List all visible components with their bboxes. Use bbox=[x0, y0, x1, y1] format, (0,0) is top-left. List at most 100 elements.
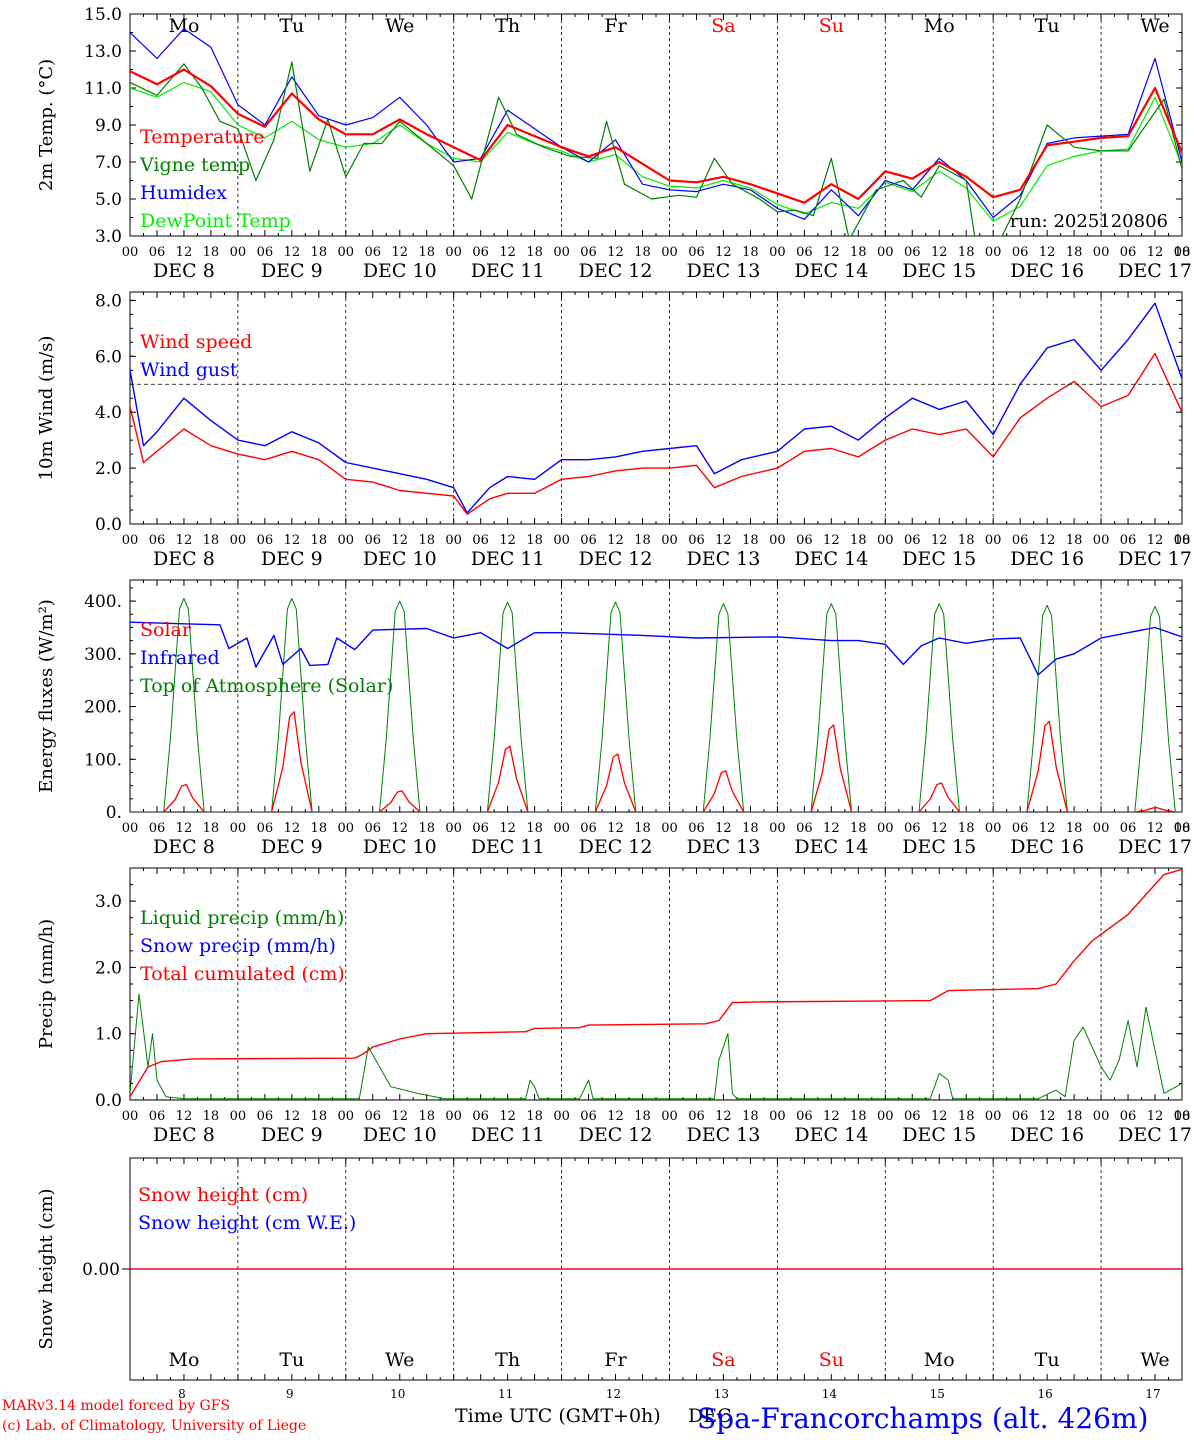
hour-tick-label: 12 bbox=[931, 821, 948, 836]
series-line-wind-speed bbox=[130, 352, 1182, 515]
hour-tick-label: 12 bbox=[499, 245, 516, 260]
hour-tick-label: 12 bbox=[1147, 245, 1164, 260]
hour-tick-label: 18 bbox=[418, 245, 435, 260]
station-title: Spa-Francorchamps (alt. 426m) bbox=[697, 1402, 1149, 1435]
hour-tick-label: 00 bbox=[1093, 1109, 1110, 1124]
hour-tick-label: 12 bbox=[715, 821, 732, 836]
day-number-label: 15 bbox=[930, 1387, 945, 1401]
hour-tick-label: 06 bbox=[257, 821, 274, 836]
hour-tick-label: 06 bbox=[580, 821, 597, 836]
hour-tick-label: 06 bbox=[796, 821, 813, 836]
date-label: DEC 10 bbox=[363, 260, 437, 282]
hour-tick-label: 12 bbox=[391, 821, 408, 836]
day-name-label: Mo bbox=[168, 15, 199, 37]
hour-tick-label: 18 bbox=[203, 821, 220, 836]
legend-infrared: Infrared bbox=[140, 647, 220, 669]
hour-tick-label: 12 bbox=[823, 245, 840, 260]
hour-tick-label: 18 bbox=[850, 245, 867, 260]
hour-tick-label: 12 bbox=[607, 533, 624, 548]
y-tick-label: 9.0 bbox=[95, 116, 122, 136]
hour-tick-label: 18 bbox=[418, 1109, 435, 1124]
legend-snow-precip-mm-h-: Snow precip (mm/h) bbox=[140, 935, 336, 957]
y-tick-label: 8.0 bbox=[95, 291, 122, 311]
hour-tick-label: 12 bbox=[1039, 533, 1056, 548]
series-line-vigne-temp bbox=[130, 61, 1182, 236]
panel-frame bbox=[129, 291, 1183, 525]
date-label: DEC 10 bbox=[363, 836, 437, 858]
hour-tick-label: 06 bbox=[1120, 245, 1137, 260]
hour-tick-label: 06 bbox=[904, 533, 921, 548]
hour-tick-label: 12 bbox=[1147, 821, 1164, 836]
hour-tick-label: 18 bbox=[311, 821, 328, 836]
legend-total-cumulated-cm-: Total cumulated (cm) bbox=[140, 963, 345, 985]
day-name-label: Su bbox=[819, 1349, 844, 1371]
date-label: DEC 15 bbox=[902, 260, 976, 282]
hour-tick-label: 00 bbox=[230, 533, 247, 548]
hour-tick-label: 00 bbox=[769, 245, 786, 260]
hour-tick-label: 12 bbox=[391, 1109, 408, 1124]
y-tick-label: 13.0 bbox=[84, 42, 122, 62]
hour-tick-label: 12 bbox=[1039, 245, 1056, 260]
legend-temperature: Temperature bbox=[140, 126, 264, 148]
hour-tick-label: 06 bbox=[257, 245, 274, 260]
hour-tick-label: 00 bbox=[338, 533, 355, 548]
hour-tick-label: 12 bbox=[176, 1109, 193, 1124]
hour-tick-label: 06 bbox=[257, 1109, 274, 1124]
day-number-label: 10 bbox=[390, 1387, 405, 1401]
hour-tick-label: 06 bbox=[364, 1109, 381, 1124]
date-label: DEC 15 bbox=[902, 836, 976, 858]
y-tick-label: 0.0 bbox=[95, 1091, 122, 1111]
date-label: DEC 11 bbox=[471, 1124, 545, 1146]
hour-tick-label: 18 bbox=[203, 533, 220, 548]
hour-tick-label: 18 bbox=[850, 1109, 867, 1124]
hour-tick-label: 00 bbox=[1093, 821, 1110, 836]
hour-tick-label: 06 bbox=[472, 245, 489, 260]
legend-snow-height-cm-: Snow height (cm) bbox=[138, 1184, 308, 1206]
hour-tick-label: 18 bbox=[203, 245, 220, 260]
y-tick-label: 15.0 bbox=[84, 5, 122, 25]
series-line-solar bbox=[130, 711, 1182, 812]
hour-tick-label: 12 bbox=[607, 821, 624, 836]
hour-tick-label: 06 bbox=[580, 245, 597, 260]
date-label: DEC 14 bbox=[794, 260, 868, 282]
hour-tick-label: 18 bbox=[526, 1109, 543, 1124]
hour-tick-label: 18 bbox=[1174, 533, 1191, 548]
hour-tick-label: 18 bbox=[1174, 821, 1191, 836]
y-tick-label: 300. bbox=[84, 645, 122, 665]
date-label: DEC 13 bbox=[687, 1124, 761, 1146]
hour-tick-label: 00 bbox=[661, 533, 678, 548]
run-label: run: 2025120806 bbox=[1010, 211, 1168, 232]
date-label: DEC 12 bbox=[579, 836, 653, 858]
hour-tick-label: 06 bbox=[688, 821, 705, 836]
date-label: DEC 8 bbox=[153, 1124, 215, 1146]
date-label: DEC 12 bbox=[579, 1124, 653, 1146]
hour-tick-label: 00 bbox=[985, 245, 1002, 260]
date-label: DEC 16 bbox=[1010, 260, 1084, 282]
date-label: DEC 8 bbox=[153, 260, 215, 282]
date-label: DEC 9 bbox=[261, 1124, 323, 1146]
hour-tick-label: 12 bbox=[176, 821, 193, 836]
hour-tick-label: 12 bbox=[607, 245, 624, 260]
hour-tick-label: 06 bbox=[580, 1109, 597, 1124]
day-number-label: 14 bbox=[822, 1387, 838, 1401]
hour-tick-label: 12 bbox=[499, 1109, 516, 1124]
model-credit: MARv3.14 model forced by GFS bbox=[2, 1398, 231, 1414]
hour-tick-label: 00 bbox=[445, 245, 462, 260]
hour-tick-label: 12 bbox=[391, 533, 408, 548]
day-name-label: We bbox=[1140, 15, 1169, 37]
hour-tick-label: 12 bbox=[284, 533, 301, 548]
day-number-label: 13 bbox=[714, 1387, 729, 1401]
legend-wind-speed: Wind speed bbox=[140, 331, 252, 353]
date-label: DEC 13 bbox=[687, 260, 761, 282]
y-tick-label: 5.0 bbox=[95, 190, 122, 210]
date-label: DEC 14 bbox=[794, 1124, 868, 1146]
hour-tick-label: 18 bbox=[1066, 245, 1083, 260]
panel-frame bbox=[129, 13, 1183, 237]
hour-tick-label: 06 bbox=[580, 533, 597, 548]
hour-tick-label: 06 bbox=[1120, 533, 1137, 548]
hour-tick-label: 18 bbox=[634, 1109, 651, 1124]
date-label: DEC 8 bbox=[153, 548, 215, 570]
y-tick-label: 11.0 bbox=[84, 79, 122, 99]
legend-solar: Solar bbox=[140, 619, 192, 641]
